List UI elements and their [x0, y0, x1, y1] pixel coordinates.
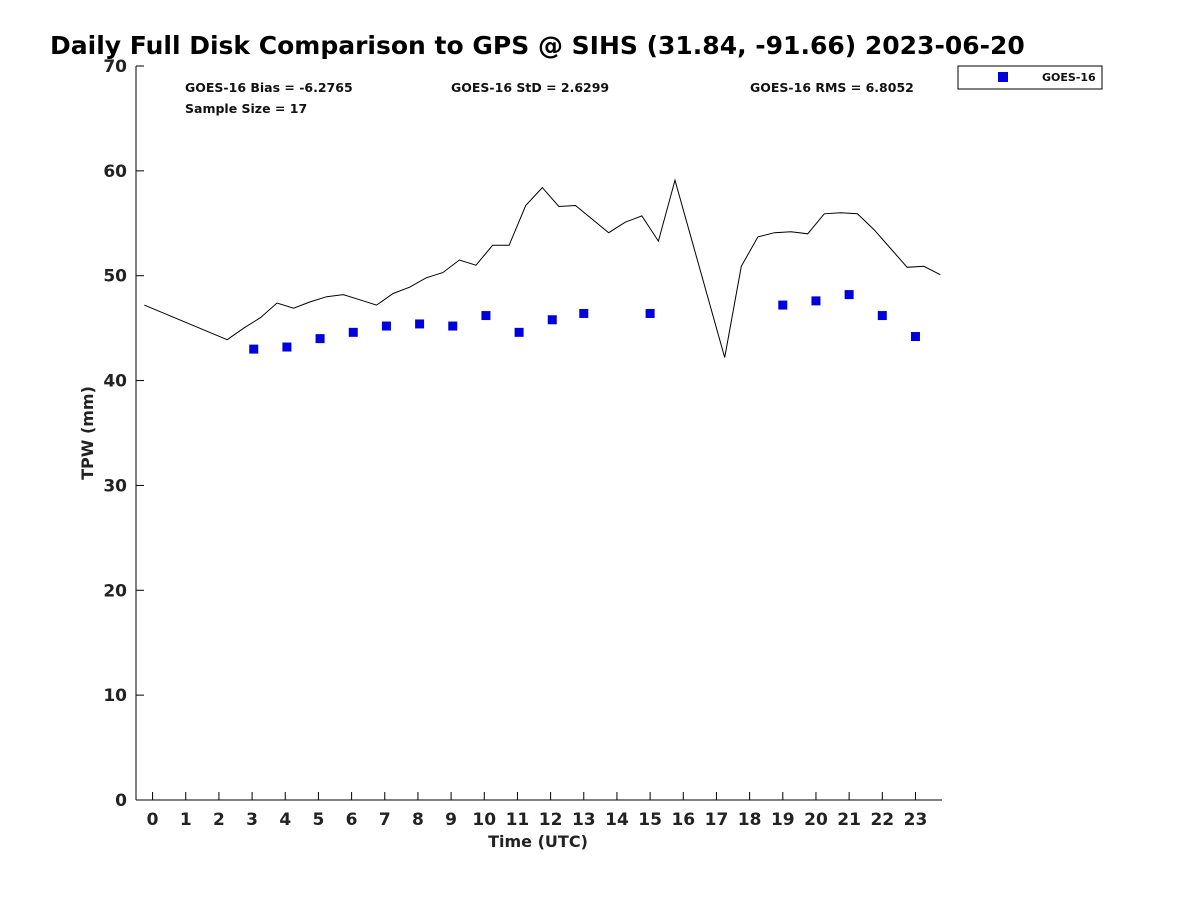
- y-axis-ticks: 0 10 20 30 40 50 60 70: [103, 57, 144, 811]
- x-tick-label: 15: [638, 810, 662, 830]
- goes-16-point: [547, 315, 557, 325]
- legend: GOES-16: [957, 65, 1103, 90]
- goes-16-point: [315, 334, 325, 344]
- goes-16-point: [910, 332, 920, 342]
- x-tick-label: 21: [837, 810, 861, 830]
- x-tick-label: 14: [605, 810, 629, 830]
- sample-size-stat: Sample Size = 17: [185, 101, 307, 116]
- x-tick-label: 6: [346, 810, 358, 830]
- goes-16-point: [778, 300, 788, 310]
- goes-16-point: [448, 321, 458, 331]
- x-tick-label: 22: [870, 810, 894, 830]
- goes-16-point: [844, 290, 854, 300]
- goes-16-series: [249, 290, 920, 354]
- x-tick-label: 16: [671, 810, 695, 830]
- x-axis-label: Time (UTC): [488, 832, 588, 851]
- legend-label-goes-16: GOES-16: [1042, 71, 1096, 84]
- legend-box: [957, 65, 1103, 90]
- x-tick-label: 0: [147, 810, 159, 830]
- goes-16-point: [645, 308, 655, 318]
- x-tick-label: 18: [738, 810, 762, 830]
- x-tick-label: 5: [313, 810, 325, 830]
- chart-title: Daily Full Disk Comparison to GPS @ SIHS…: [50, 31, 1025, 60]
- x-tick-label: 2: [213, 810, 225, 830]
- x-tick-label: 7: [379, 810, 391, 830]
- x-tick-label: 10: [472, 810, 496, 830]
- goes-16-point: [381, 321, 391, 331]
- x-tick-label: 17: [705, 810, 729, 830]
- y-tick-label: 60: [103, 162, 127, 182]
- y-tick-label: 50: [103, 267, 127, 287]
- goes-16-point: [877, 311, 887, 321]
- x-tick-label: 20: [804, 810, 828, 830]
- goes-16-point: [579, 308, 589, 318]
- y-tick-label: 70: [103, 57, 127, 77]
- x-tick-label: 4: [279, 810, 291, 830]
- y-tick-label: 10: [103, 686, 127, 706]
- x-tick-label: 8: [412, 810, 424, 830]
- goes-16-point: [481, 311, 491, 321]
- x-tick-label: 23: [904, 810, 928, 830]
- x-tick-label: 1: [180, 810, 192, 830]
- rms-stat: GOES-16 RMS = 6.8052: [750, 80, 914, 95]
- plot-frame: [135, 66, 942, 801]
- y-tick-label: 20: [103, 581, 127, 601]
- y-axis-label: TPW (mm): [78, 386, 97, 480]
- x-tick-label: 9: [445, 810, 457, 830]
- x-axis-ticks: 0 1 2 3 4 5 6 7 8 9 10 11 12 13 14 15 16 17 18 19 20 21 22 23: [147, 792, 928, 830]
- std-stat: GOES-16 StD = 2.6299: [451, 80, 609, 95]
- legend-marker-goes-16: [998, 72, 1008, 82]
- x-tick-label: 12: [539, 810, 563, 830]
- gps-tpw-line: [144, 178, 941, 358]
- y-tick-label: 0: [115, 791, 127, 811]
- x-tick-label: 11: [506, 810, 530, 830]
- x-tick-label: 19: [771, 810, 795, 830]
- goes-16-point: [514, 327, 524, 337]
- goes-16-point: [415, 319, 425, 329]
- y-tick-label: 30: [103, 476, 127, 496]
- goes-16-point: [811, 296, 821, 306]
- bias-stat: GOES-16 Bias = -6.2765: [185, 80, 353, 95]
- x-tick-label: 3: [246, 810, 258, 830]
- x-tick-label: 13: [572, 810, 596, 830]
- goes-16-point: [282, 342, 292, 352]
- goes-16-point: [249, 344, 259, 354]
- gps-series-line: [144, 178, 941, 358]
- goes-16-point: [348, 327, 358, 337]
- y-tick-label: 40: [103, 372, 127, 392]
